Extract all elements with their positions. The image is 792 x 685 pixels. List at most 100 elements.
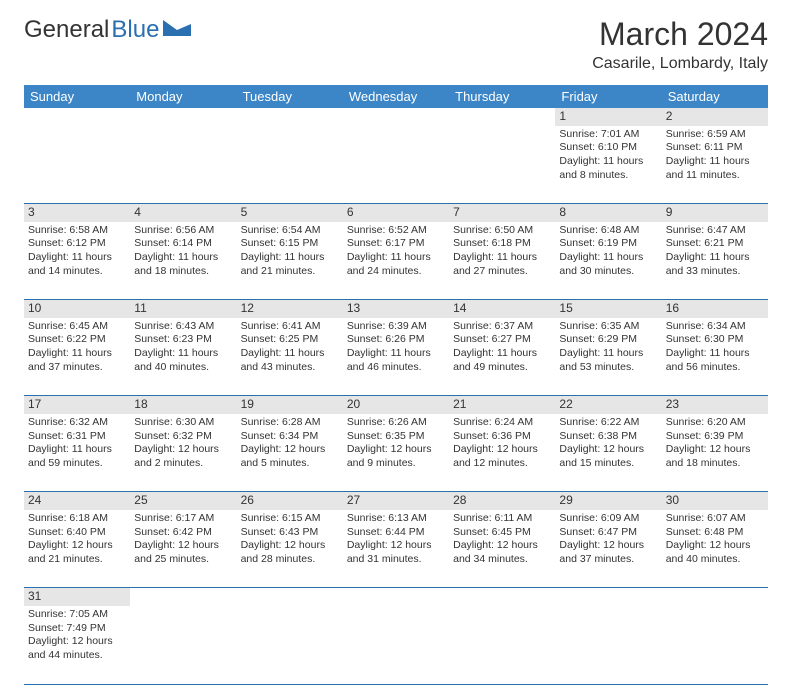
day-number: 8	[555, 204, 661, 222]
day-cell: Sunrise: 7:01 AMSunset: 6:10 PMDaylight:…	[555, 126, 661, 204]
sunset-text: Sunset: 6:19 PM	[559, 237, 657, 251]
day-cell: Sunrise: 6:09 AMSunset: 6:47 PMDaylight:…	[555, 510, 661, 588]
day-cell	[343, 126, 449, 204]
day-cell	[237, 606, 343, 684]
sunset-text: Sunset: 6:21 PM	[666, 237, 764, 251]
day-number: 31	[24, 588, 130, 606]
day-number: 2	[662, 108, 768, 126]
day-number	[449, 108, 555, 126]
sunrise-text: Sunrise: 6:56 AM	[134, 224, 232, 238]
week-row: Sunrise: 6:32 AMSunset: 6:31 PMDaylight:…	[24, 414, 768, 492]
header: GeneralBlue March 2024 Casarile, Lombard…	[0, 0, 792, 81]
day-cell: Sunrise: 6:37 AMSunset: 6:27 PMDaylight:…	[449, 318, 555, 396]
sunset-text: Sunset: 6:35 PM	[347, 430, 445, 444]
daynum-row: 17181920212223	[24, 396, 768, 414]
daylight-text: and 18 minutes.	[134, 265, 232, 279]
day-cell: Sunrise: 6:52 AMSunset: 6:17 PMDaylight:…	[343, 222, 449, 300]
sunrise-text: Sunrise: 6:13 AM	[347, 512, 445, 526]
daylight-text: and 24 minutes.	[347, 265, 445, 279]
day-number: 23	[662, 396, 768, 414]
day-cell: Sunrise: 6:35 AMSunset: 6:29 PMDaylight:…	[555, 318, 661, 396]
day-number: 26	[237, 492, 343, 510]
day-cell: Sunrise: 6:18 AMSunset: 6:40 PMDaylight:…	[24, 510, 130, 588]
daylight-text: and 21 minutes.	[28, 553, 126, 567]
daylight-text: Daylight: 12 hours	[28, 635, 126, 649]
sunset-text: Sunset: 6:48 PM	[666, 526, 764, 540]
logo-text-blue: Blue	[111, 16, 159, 44]
day-number: 4	[130, 204, 236, 222]
day-cell: Sunrise: 6:47 AMSunset: 6:21 PMDaylight:…	[662, 222, 768, 300]
month-title: March 2024	[592, 16, 768, 53]
day-number	[237, 588, 343, 606]
sunrise-text: Sunrise: 6:52 AM	[347, 224, 445, 238]
daylight-text: and 8 minutes.	[559, 169, 657, 183]
day-cell: Sunrise: 6:11 AMSunset: 6:45 PMDaylight:…	[449, 510, 555, 588]
day-number	[662, 588, 768, 606]
daylight-text: Daylight: 11 hours	[559, 155, 657, 169]
day-number: 22	[555, 396, 661, 414]
day-cell: Sunrise: 6:13 AMSunset: 6:44 PMDaylight:…	[343, 510, 449, 588]
sunset-text: Sunset: 6:36 PM	[453, 430, 551, 444]
sunrise-text: Sunrise: 6:32 AM	[28, 416, 126, 430]
daylight-text: Daylight: 12 hours	[241, 539, 339, 553]
daylight-text: Daylight: 12 hours	[347, 539, 445, 553]
daylight-text: and 46 minutes.	[347, 361, 445, 375]
day-number: 24	[24, 492, 130, 510]
day-cell: Sunrise: 6:39 AMSunset: 6:26 PMDaylight:…	[343, 318, 449, 396]
day-number	[130, 588, 236, 606]
daylight-text: Daylight: 11 hours	[559, 347, 657, 361]
sunset-text: Sunset: 6:23 PM	[134, 333, 232, 347]
sunset-text: Sunset: 6:26 PM	[347, 333, 445, 347]
day-number: 12	[237, 300, 343, 318]
daylight-text: Daylight: 12 hours	[453, 539, 551, 553]
sunrise-text: Sunrise: 6:37 AM	[453, 320, 551, 334]
day-number: 14	[449, 300, 555, 318]
daylight-text: and 14 minutes.	[28, 265, 126, 279]
day-number: 1	[555, 108, 661, 126]
day-cell	[130, 606, 236, 684]
sunrise-text: Sunrise: 6:15 AM	[241, 512, 339, 526]
sunset-text: Sunset: 6:30 PM	[666, 333, 764, 347]
logo-flag-icon	[163, 18, 193, 38]
week-row: Sunrise: 7:01 AMSunset: 6:10 PMDaylight:…	[24, 126, 768, 204]
sunset-text: Sunset: 6:22 PM	[28, 333, 126, 347]
weekday-header: Saturday	[662, 85, 768, 108]
title-block: March 2024 Casarile, Lombardy, Italy	[592, 16, 768, 73]
daylight-text: Daylight: 11 hours	[347, 347, 445, 361]
day-number	[343, 108, 449, 126]
daylight-text: and 21 minutes.	[241, 265, 339, 279]
daynum-row: 31	[24, 588, 768, 606]
daylight-text: Daylight: 12 hours	[666, 539, 764, 553]
week-row: Sunrise: 7:05 AMSunset: 7:49 PMDaylight:…	[24, 606, 768, 684]
daylight-text: Daylight: 11 hours	[347, 251, 445, 265]
daylight-text: Daylight: 12 hours	[559, 443, 657, 457]
sunrise-text: Sunrise: 6:39 AM	[347, 320, 445, 334]
sunset-text: Sunset: 6:45 PM	[453, 526, 551, 540]
sunrise-text: Sunrise: 6:18 AM	[28, 512, 126, 526]
sunrise-text: Sunrise: 6:07 AM	[666, 512, 764, 526]
day-number: 10	[24, 300, 130, 318]
day-number	[237, 108, 343, 126]
sunset-text: Sunset: 6:40 PM	[28, 526, 126, 540]
sunset-text: Sunset: 6:44 PM	[347, 526, 445, 540]
weekday-header: Friday	[555, 85, 661, 108]
daylight-text: and 25 minutes.	[134, 553, 232, 567]
sunset-text: Sunset: 6:39 PM	[666, 430, 764, 444]
daynum-row: 24252627282930	[24, 492, 768, 510]
daylight-text: Daylight: 12 hours	[241, 443, 339, 457]
day-number: 9	[662, 204, 768, 222]
daylight-text: and 33 minutes.	[666, 265, 764, 279]
day-cell	[130, 126, 236, 204]
day-cell: Sunrise: 6:59 AMSunset: 6:11 PMDaylight:…	[662, 126, 768, 204]
daylight-text: Daylight: 11 hours	[453, 347, 551, 361]
sunrise-text: Sunrise: 6:17 AM	[134, 512, 232, 526]
day-cell: Sunrise: 6:30 AMSunset: 6:32 PMDaylight:…	[130, 414, 236, 492]
daylight-text: and 30 minutes.	[559, 265, 657, 279]
weekday-header: Sunday	[24, 85, 130, 108]
sunset-text: Sunset: 7:49 PM	[28, 622, 126, 636]
daylight-text: Daylight: 11 hours	[28, 251, 126, 265]
daylight-text: and 37 minutes.	[28, 361, 126, 375]
daylight-text: and 43 minutes.	[241, 361, 339, 375]
daylight-text: Daylight: 11 hours	[241, 251, 339, 265]
daylight-text: and 9 minutes.	[347, 457, 445, 471]
